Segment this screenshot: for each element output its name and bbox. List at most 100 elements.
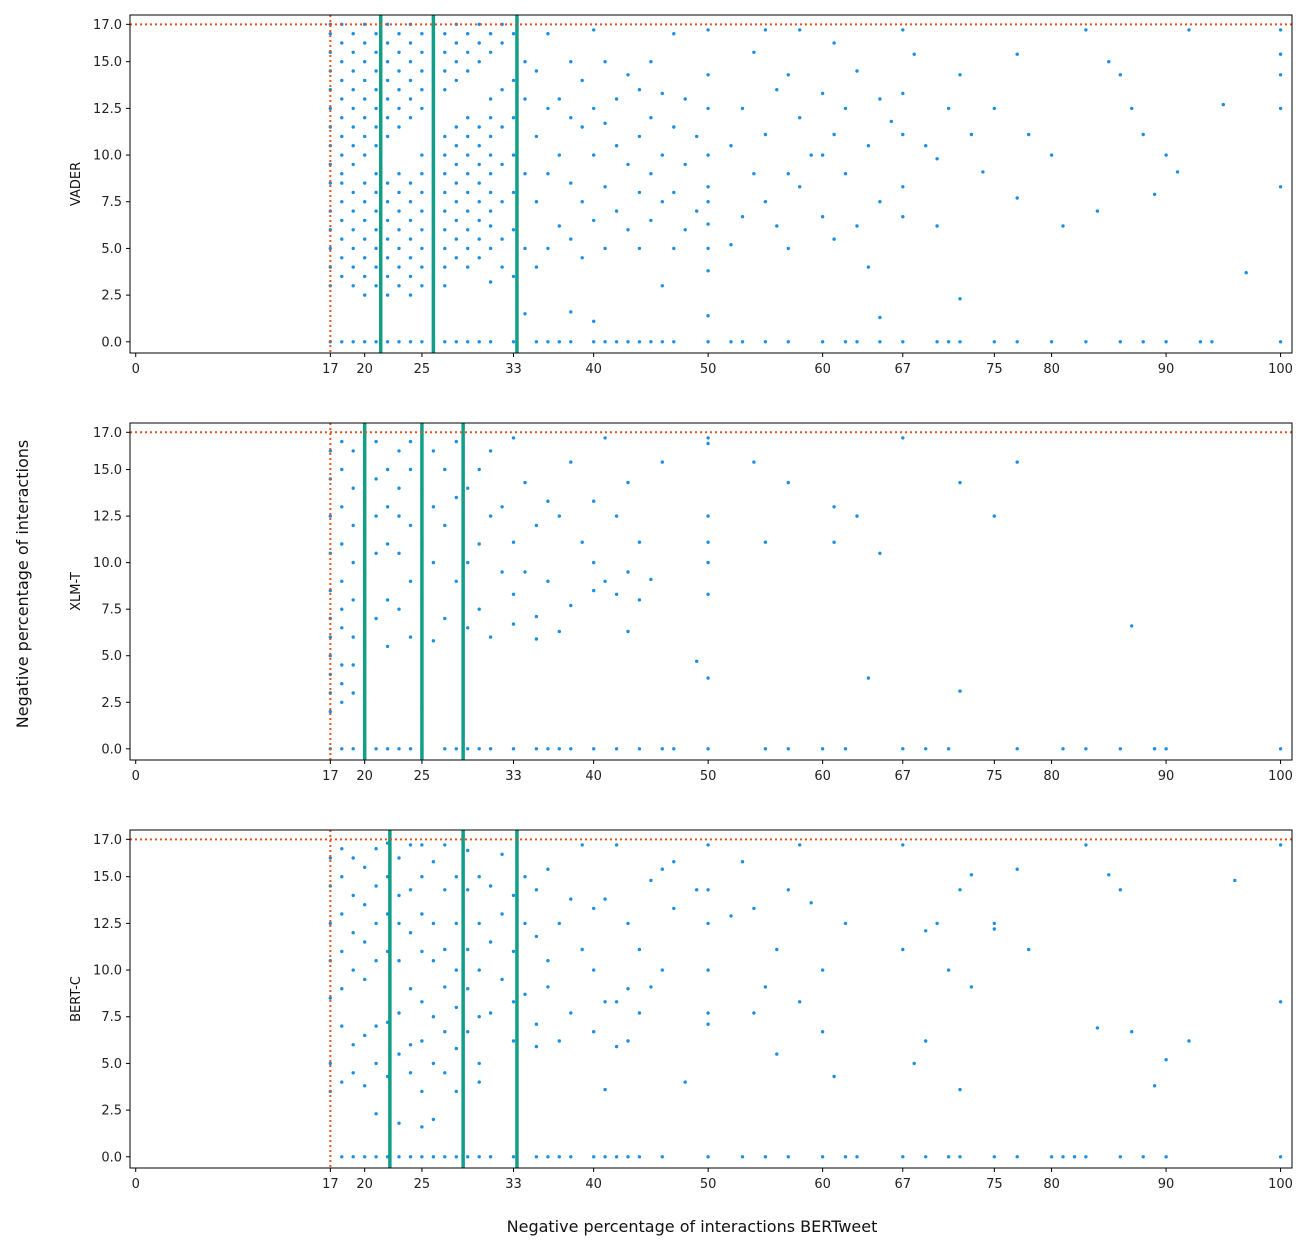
data-point — [420, 209, 424, 213]
data-point — [443, 88, 447, 92]
x-tick-label: 60 — [814, 362, 831, 377]
data-point — [1049, 153, 1054, 157]
data-point — [340, 439, 344, 444]
data-point — [454, 1046, 458, 1051]
data-point — [328, 1061, 332, 1066]
data-point — [374, 32, 378, 36]
data-point — [580, 125, 584, 129]
data-point — [466, 134, 470, 139]
data-point — [534, 200, 539, 204]
data-point — [1233, 878, 1237, 883]
data-point — [488, 246, 493, 251]
data-point — [626, 987, 630, 991]
data-point — [660, 284, 664, 288]
data-point — [706, 514, 710, 518]
x-tick-label: 100 — [1268, 1177, 1293, 1192]
data-point — [820, 340, 825, 344]
data-point — [488, 134, 493, 139]
data-point — [477, 340, 481, 344]
data-point — [935, 157, 939, 161]
data-point — [1130, 1030, 1134, 1034]
data-point — [477, 1061, 481, 1066]
x-tick-label: 90 — [1158, 769, 1175, 784]
data-point — [1164, 1058, 1168, 1062]
data-point — [969, 873, 974, 877]
data-point — [580, 947, 584, 952]
data-point — [775, 947, 779, 952]
data-point — [706, 1155, 710, 1159]
data-point — [374, 439, 378, 444]
data-point — [385, 747, 390, 751]
data-point — [466, 228, 470, 232]
data-point — [420, 88, 424, 92]
data-point — [351, 209, 355, 213]
data-point — [488, 280, 493, 284]
x-tick-label: 20 — [356, 769, 373, 784]
data-point — [912, 1061, 916, 1066]
data-point — [626, 480, 630, 485]
data-point — [511, 893, 516, 898]
y-tick-label: 0.0 — [101, 1150, 122, 1165]
data-point — [340, 607, 344, 611]
data-point — [924, 929, 928, 933]
data-point — [340, 579, 344, 583]
data-point — [431, 1061, 436, 1066]
data-point — [786, 73, 790, 77]
data-point — [408, 987, 413, 991]
data-point — [443, 1155, 447, 1159]
data-point — [454, 60, 458, 64]
data-point — [351, 162, 355, 167]
data-point — [477, 968, 481, 972]
data-point — [340, 340, 344, 344]
data-point — [408, 635, 413, 639]
data-point — [500, 162, 504, 167]
data-point — [592, 28, 596, 32]
data-point — [408, 256, 413, 260]
data-point — [408, 97, 413, 101]
data-point — [408, 181, 413, 185]
data-point — [683, 97, 687, 101]
data-point — [351, 228, 355, 232]
data-point — [614, 144, 619, 148]
data-point — [637, 540, 642, 544]
x-tick-label: 100 — [1268, 362, 1293, 377]
data-point — [397, 551, 401, 555]
data-point — [672, 125, 676, 129]
data-point — [901, 185, 905, 189]
data-point — [637, 747, 642, 751]
data-point — [695, 134, 699, 139]
data-point — [786, 480, 790, 485]
data-point — [443, 523, 447, 528]
data-point — [454, 1005, 458, 1010]
data-point — [706, 888, 710, 892]
data-point — [340, 542, 344, 546]
data-point — [614, 1044, 619, 1049]
data-point — [603, 579, 607, 583]
data-point — [557, 747, 561, 751]
data-point — [798, 185, 802, 189]
data-point — [397, 32, 401, 36]
data-point — [363, 237, 367, 241]
data-point — [385, 181, 390, 185]
data-point — [672, 906, 676, 911]
data-point — [328, 856, 332, 860]
data-point — [637, 1155, 642, 1159]
data-point — [546, 499, 550, 503]
data-point — [706, 340, 710, 344]
data-point — [580, 540, 584, 544]
data-point — [523, 570, 527, 574]
data-point — [832, 41, 836, 45]
data-point — [466, 32, 470, 36]
data-point — [351, 523, 355, 528]
y-tick-label: 17.0 — [93, 833, 122, 848]
data-point — [363, 97, 367, 101]
data-point — [569, 310, 573, 314]
data-point — [626, 1039, 630, 1043]
data-point — [351, 265, 355, 269]
data-point — [340, 256, 344, 260]
data-point — [363, 274, 367, 279]
data-point — [420, 912, 424, 916]
x-tick-label: 33 — [505, 769, 522, 784]
data-point — [408, 1043, 413, 1047]
data-point — [431, 639, 436, 643]
